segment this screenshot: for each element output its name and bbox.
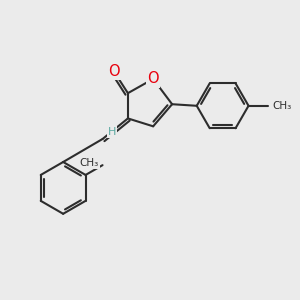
Text: O: O bbox=[147, 71, 159, 86]
Text: CH₃: CH₃ bbox=[272, 101, 291, 111]
Text: H: H bbox=[108, 127, 116, 137]
Text: CH₃: CH₃ bbox=[80, 158, 99, 168]
Text: O: O bbox=[108, 64, 119, 79]
